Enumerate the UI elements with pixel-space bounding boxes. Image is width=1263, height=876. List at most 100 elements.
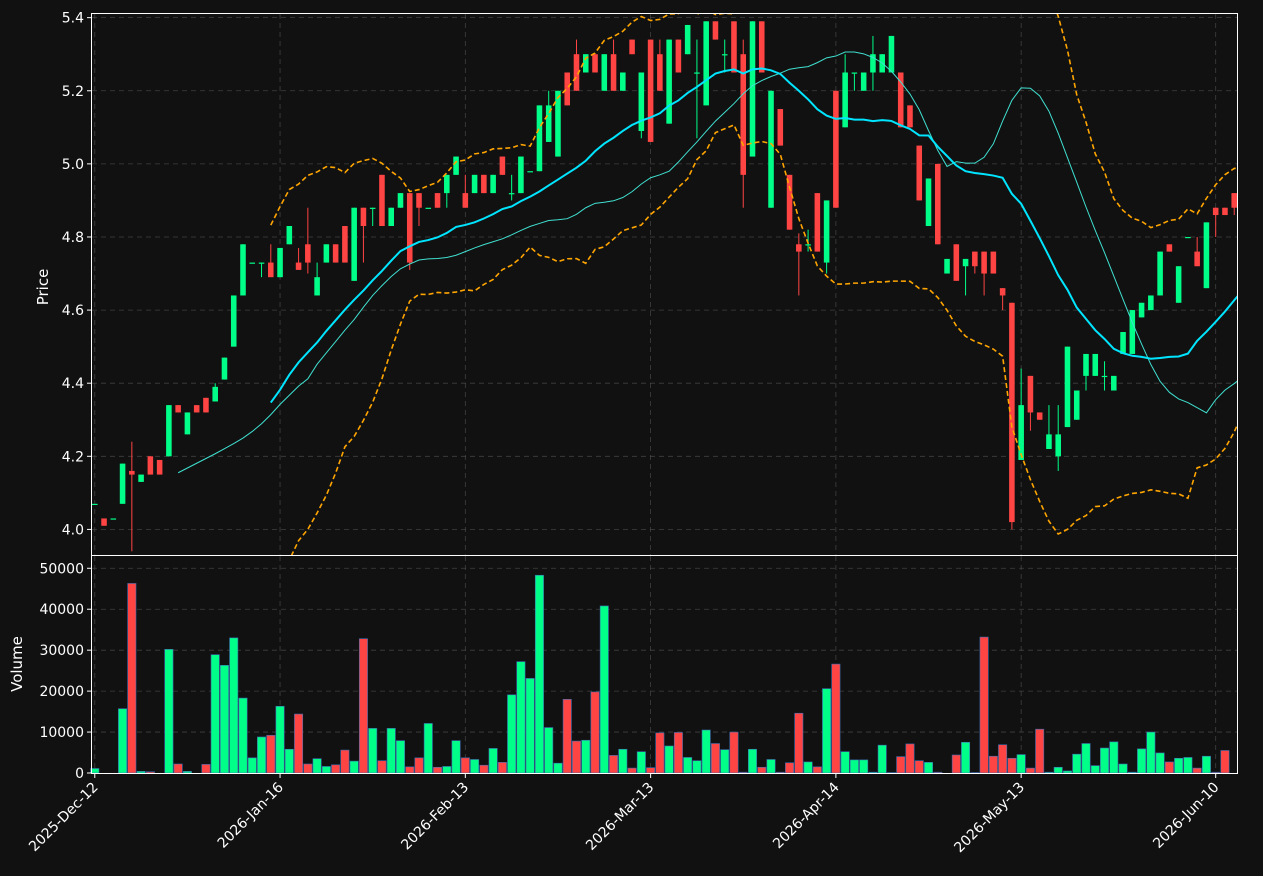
volume-bar: [377, 760, 387, 774]
candle-body: [601, 54, 608, 91]
volume-bar: [1201, 755, 1211, 774]
candle-body: [990, 251, 997, 274]
candle-body: [1148, 295, 1154, 311]
indicator-lines: [177, 14, 1237, 555]
volume-bar: [1137, 748, 1147, 774]
ma-slow-line: [269, 67, 1237, 404]
candle-body: [249, 262, 256, 264]
volume-bar: [1183, 757, 1193, 774]
volume-bar: [859, 759, 869, 774]
candle-body: [740, 54, 747, 175]
candle-body: [944, 258, 950, 274]
candle-body: [657, 54, 663, 91]
candle-body: [638, 72, 645, 131]
volume-bar: [1007, 757, 1017, 774]
volume-bar: [266, 735, 276, 774]
volume-tick-label: 30000: [39, 643, 84, 659]
price-tick-label: 5.4: [62, 11, 84, 27]
candle-body: [119, 463, 126, 504]
candle-body: [434, 193, 441, 208]
candle-body: [92, 503, 98, 506]
candle-body: [527, 171, 533, 173]
volume-bar: [1109, 741, 1119, 774]
candle-body: [342, 226, 348, 263]
volume-bar: [1035, 728, 1045, 774]
candle-body: [379, 174, 385, 227]
candle-body: [1138, 302, 1145, 318]
candle-body: [406, 193, 413, 263]
volume-tick-label: 0: [75, 766, 84, 782]
volume-bar: [173, 763, 183, 774]
volume-bar: [562, 699, 572, 774]
candle-body: [731, 21, 737, 73]
volume-bar: [544, 727, 554, 774]
candle-body: [1194, 251, 1200, 267]
candle-body: [221, 357, 228, 380]
candle-body: [360, 207, 367, 227]
volume-bar: [646, 767, 656, 774]
volume-bar: [238, 697, 248, 774]
candle-body: [1175, 266, 1182, 303]
volume-bar: [710, 743, 720, 774]
volume-bar: [655, 732, 665, 774]
candle-body: [981, 251, 987, 274]
candle-body: [508, 193, 515, 195]
volume-bar: [988, 755, 998, 774]
volume-bar: [414, 757, 424, 774]
candle-body: [796, 244, 802, 252]
ma-fast-line: [177, 51, 1237, 474]
candle-body: [481, 174, 487, 194]
candle-body: [545, 105, 552, 142]
candle-body: [1018, 405, 1024, 460]
volume-bar: [748, 748, 757, 774]
volume-bar: [442, 766, 452, 774]
volume-bar: [1016, 754, 1026, 774]
volume-bar: [738, 771, 748, 774]
volume-bar: [877, 744, 887, 774]
volume-panel-frame: [91, 555, 1238, 774]
volume-bar: [210, 654, 220, 774]
volume-bar: [525, 678, 535, 774]
volume-bar: [127, 583, 137, 774]
volume-bar: [1127, 771, 1137, 774]
volume-bar: [1090, 765, 1100, 774]
volume-axis-label: Volume: [8, 636, 26, 692]
candle-body: [1166, 244, 1173, 252]
volume-bar: [840, 751, 850, 774]
candle-body: [786, 174, 793, 230]
volume-bar: [599, 605, 609, 774]
volume-bar: [692, 760, 702, 774]
candle-body: [870, 54, 876, 73]
candle-body: [166, 405, 172, 457]
volume-bar: [358, 638, 368, 774]
candle-body: [147, 456, 154, 475]
volume-bar: [275, 705, 285, 774]
candle-body: [175, 405, 181, 413]
candle-body: [888, 35, 895, 73]
volume-bar: [1155, 752, 1165, 774]
volume-bar: [1053, 766, 1063, 774]
volume-bar: [1192, 767, 1202, 774]
candle-body: [230, 295, 237, 347]
volume-bar: [516, 661, 526, 774]
candle-body: [369, 207, 376, 209]
volume-bar: [757, 766, 767, 774]
volume-bar: [451, 740, 461, 774]
volume-bar: [423, 723, 433, 774]
volume-bar: [470, 759, 480, 774]
candle-body: [805, 244, 811, 246]
candle-body: [1073, 390, 1080, 420]
candle-body: [444, 174, 450, 194]
candle-body: [1129, 310, 1136, 354]
volume-bar: [1100, 747, 1109, 774]
volume-bar: [118, 708, 128, 774]
price-tick-label: 4.8: [62, 230, 84, 246]
volume-bar: [136, 771, 146, 774]
volume-bar: [673, 732, 683, 774]
volume-bar: [497, 762, 507, 774]
volume-bar: [247, 757, 257, 774]
candle-body: [1036, 412, 1043, 420]
volume-bar: [479, 764, 489, 774]
candle-body: [203, 397, 209, 413]
candle-body: [935, 163, 941, 245]
